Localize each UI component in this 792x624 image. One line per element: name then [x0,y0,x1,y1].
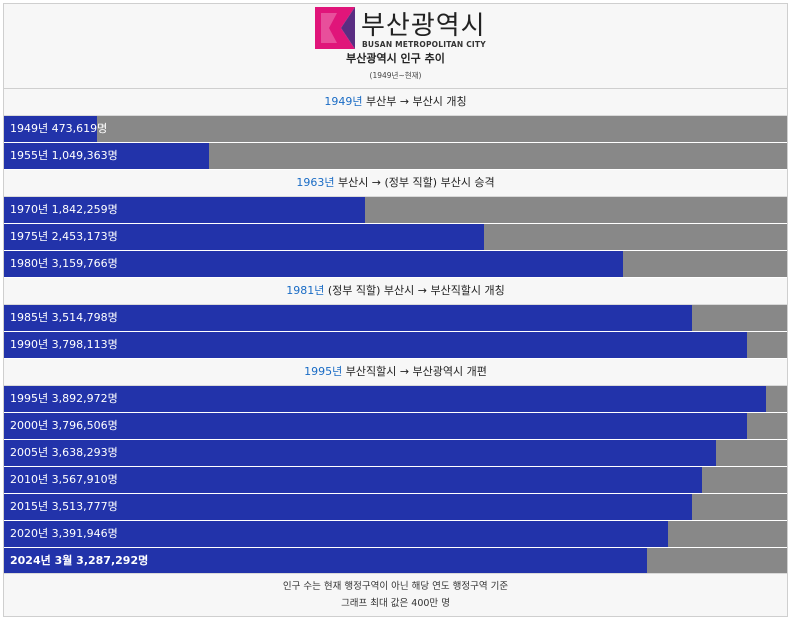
bar-row: 1949년 473,619명 [4,116,787,143]
section-year-link[interactable]: 1981년 [286,284,325,297]
logo-subtitle: BUSAN METROPOLITAN CITY [362,40,486,49]
bar-row: 1985년 3,514,798명 [4,305,787,332]
bar-label: 1995년 3,892,972명 [10,392,118,405]
section-year-link[interactable]: 1963년 [296,176,335,189]
section-text: (정부 직할) 부산시 → 부산직할시 개칭 [324,284,505,297]
section-header: 1995년 부산직할시 → 부산광역시 개편 [4,359,787,386]
chart-header: 부산광역시 BUSAN METROPOLITAN CITY 부산광역시 인구 추… [4,4,787,89]
bar-row: 2010년 3,567,910명 [4,467,787,494]
logo-name: 부산광역시 [361,11,486,41]
section-header: 1949년 부산부 → 부산시 개칭 [4,89,787,116]
bar-label: 1990년 3,798,113명 [10,338,118,351]
chart-footer: 인구 수는 현재 행정구역이 아닌 해당 연도 행정구역 기준 그래프 최대 값… [4,573,787,616]
population-bar [4,440,716,466]
chart-subtitle: (1949년~현재) [369,71,422,80]
bar-label: 1949년 473,619명 [10,122,108,135]
bar-label: 2005년 3,638,293명 [10,446,118,459]
population-bar [4,305,692,331]
population-bar [4,224,484,250]
bar-row: 1970년 1,842,259명 [4,197,787,224]
bar-label: 2020년 3,391,946명 [10,527,118,540]
busan-logo-mark-icon [315,7,355,49]
population-bar [4,143,209,169]
bar-row: 1975년 2,453,173명 [4,224,787,251]
bar-label: 1955년 1,049,363명 [10,149,118,162]
bar-label: 1970년 1,842,259명 [10,203,118,216]
bar-label: 2010년 3,567,910명 [10,473,118,486]
chart-title: 부산광역시 인구 추이 [346,52,445,65]
section-text: 부산직할시 → 부산광역시 개편 [342,365,487,378]
section-header: 1963년 부산시 → (정부 직할) 부산시 승격 [4,170,787,197]
section-text: 부산부 → 부산시 개칭 [362,95,467,108]
bar-label: 2024년 3월 3,287,292명 [10,554,149,567]
bar-label: 2015년 3,513,777명 [10,500,118,513]
bar-row: 2005년 3,638,293명 [4,440,787,467]
section-header: 1981년 (정부 직할) 부산시 → 부산직할시 개칭 [4,278,787,305]
bar-label: 1975년 2,453,173명 [10,230,118,243]
bar-row: 1990년 3,798,113명 [4,332,787,359]
population-chart-panel: 부산광역시 BUSAN METROPOLITAN CITY 부산광역시 인구 추… [3,3,788,617]
bar-row: 1955년 1,049,363명 [4,143,787,170]
bar-row: 2024년 3월 3,287,292명 [4,548,787,575]
bar-row: 2000년 3,796,506명 [4,413,787,440]
population-bar [4,197,365,223]
population-bar [4,548,647,574]
population-bar [4,116,97,142]
busan-logo: 부산광역시 BUSAN METROPOLITAN CITY [315,7,486,51]
section-year-link[interactable]: 1949년 [324,95,363,108]
population-bar [4,494,692,520]
bar-label: 2000년 3,796,506명 [10,419,118,432]
section-text: 부산시 → (정부 직할) 부산시 승격 [334,176,495,189]
population-bar [4,251,623,277]
bar-row: 2020년 3,391,946명 [4,521,787,548]
bar-row: 2015년 3,513,777명 [4,494,787,521]
bar-row: 1995년 3,892,972명 [4,386,787,413]
bar-label: 1985년 3,514,798명 [10,311,118,324]
population-bar [4,467,702,493]
footer-note-basis: 인구 수는 현재 행정구역이 아닌 해당 연도 행정구역 기준 [282,581,509,592]
bar-label: 1980년 3,159,766명 [10,257,118,270]
bar-row: 1980년 3,159,766명 [4,251,787,278]
population-bar [4,386,766,412]
section-year-link[interactable]: 1995년 [304,365,343,378]
population-bar [4,332,747,358]
population-bar [4,413,747,439]
chart-body: 1949년 부산부 → 부산시 개칭 1949년 473,619명 1955년 1,… [4,89,787,575]
population-bar [4,521,668,547]
footer-note-max: 그래프 최대 값은 400만 명 [341,598,450,609]
